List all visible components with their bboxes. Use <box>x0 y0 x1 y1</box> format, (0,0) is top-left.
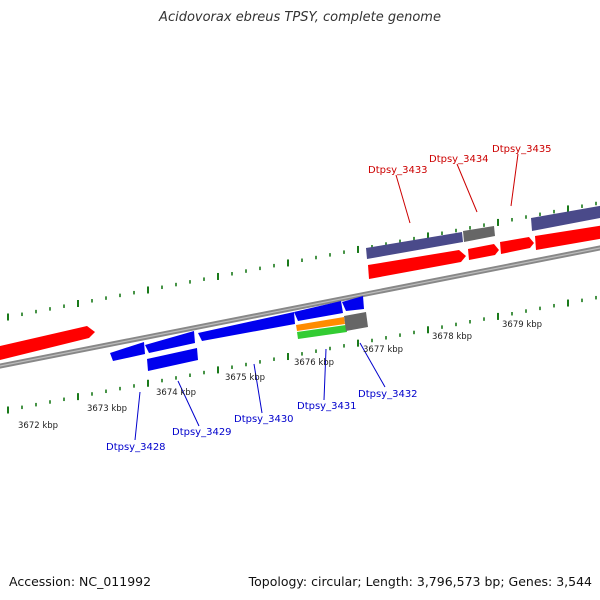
gene-label[interactable]: Dtpsy_3431 <box>297 401 357 412</box>
kbp-label: 3675 kbp <box>225 373 265 383</box>
map-title: Acidovorax ebreus TPSY, complete genome <box>159 10 441 25</box>
genome-backbone <box>0 245 600 369</box>
gene-arrow[interactable] <box>342 296 364 311</box>
kbp-label: 3673 kbp <box>87 404 127 414</box>
gene-label[interactable]: Dtpsy_3434 <box>429 154 489 165</box>
gene-arrow[interactable] <box>110 342 145 361</box>
gene-arrow[interactable] <box>500 237 534 254</box>
kbp-label: 3679 kbp <box>502 320 542 330</box>
gene-arrow[interactable] <box>145 331 195 353</box>
gene-label[interactable]: Dtpsy_3435 <box>492 144 552 155</box>
gene-arrow[interactable] <box>294 301 343 321</box>
gene-arrow[interactable] <box>147 348 198 371</box>
gene-label[interactable]: Dtpsy_3430 <box>234 414 294 425</box>
gene-arrow[interactable] <box>366 232 463 259</box>
genome-summary: Topology: circular; Length: 3,796,573 bp… <box>248 574 592 589</box>
gene-arrow[interactable] <box>198 312 295 341</box>
gene-label[interactable]: Dtpsy_3432 <box>358 389 418 400</box>
kbp-label: 3676 kbp <box>294 358 334 368</box>
gene-arrow[interactable] <box>344 312 368 331</box>
lower-tick-track <box>7 295 597 414</box>
label-leader-lines <box>134 153 519 441</box>
kbp-label: 3677 kbp <box>363 345 403 355</box>
kbp-label: 3672 kbp <box>18 421 58 431</box>
gene-arrow[interactable] <box>535 225 600 250</box>
gene-arrow[interactable] <box>531 205 600 231</box>
gene-arrow[interactable] <box>463 226 495 242</box>
gene-label[interactable]: Dtpsy_3429 <box>172 427 232 438</box>
upper-tick-track <box>7 201 597 321</box>
gene-label[interactable]: Dtpsy_3428 <box>106 442 166 453</box>
accession-text: Accession: NC_011992 <box>9 574 152 589</box>
gene-arrow[interactable] <box>296 317 345 331</box>
gene-arrow[interactable] <box>297 325 347 339</box>
gene-label[interactable]: Dtpsy_3433 <box>368 165 428 176</box>
gene-arrow[interactable] <box>0 326 95 360</box>
kbp-label: 3674 kbp <box>156 388 196 398</box>
gene-arrow[interactable] <box>468 244 499 260</box>
kbp-label: 3678 kbp <box>432 332 472 342</box>
gene-arrow[interactable] <box>368 250 466 279</box>
